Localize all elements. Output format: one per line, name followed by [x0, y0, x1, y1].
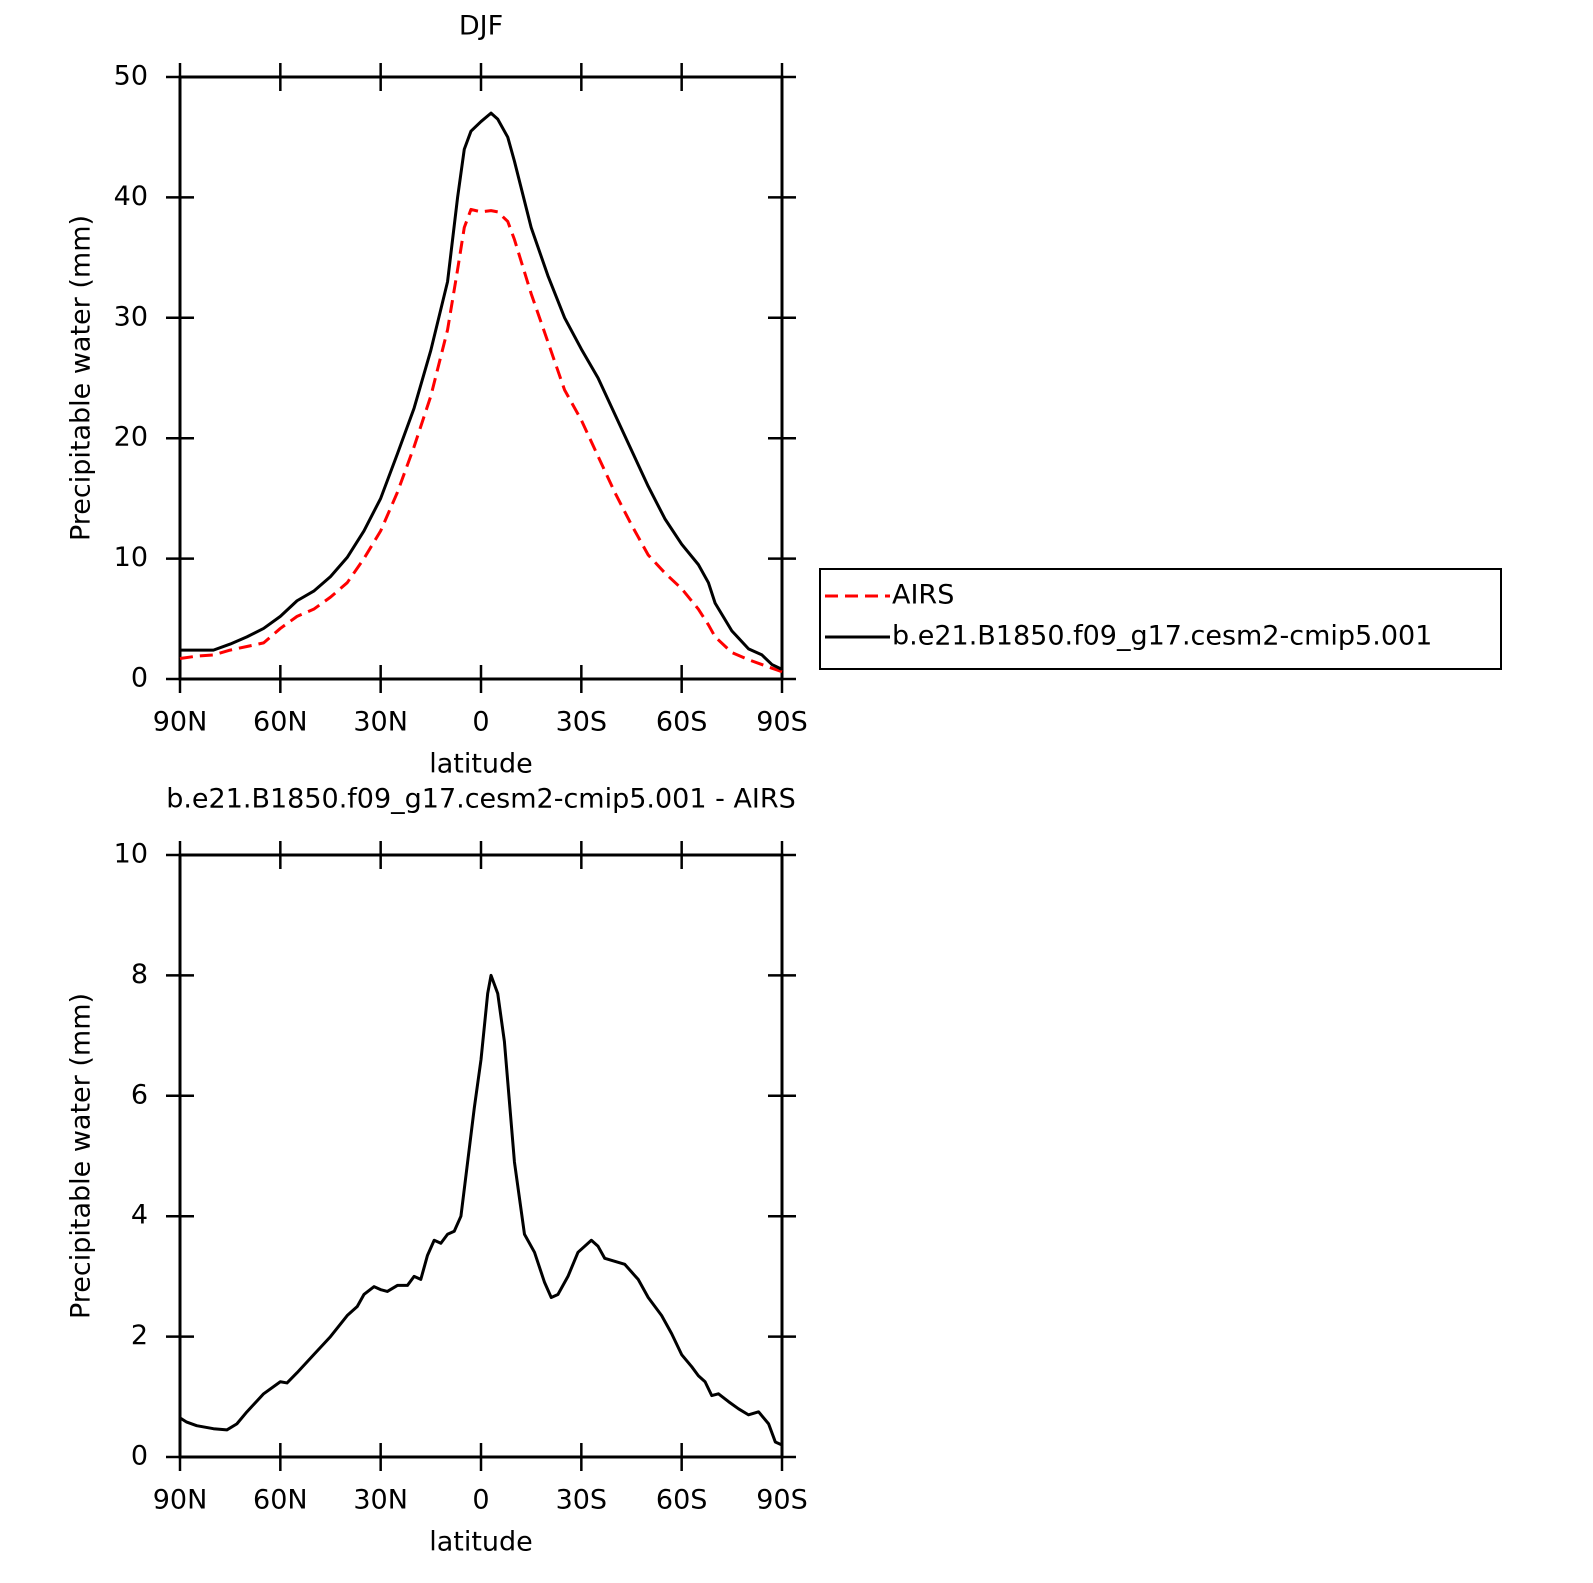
- y-tick-label: 8: [131, 959, 148, 990]
- y-tick-label: 30: [114, 301, 148, 332]
- plot-frame: [178, 75, 784, 681]
- x-tick-label: 90N: [153, 1485, 208, 1516]
- x-tick-label: 0: [472, 1485, 489, 1516]
- x-tick-label: 60N: [253, 707, 308, 738]
- x-tick-label: 30S: [556, 707, 608, 738]
- x-tick-label: 30N: [353, 1485, 408, 1516]
- data-line: [180, 111, 783, 671]
- y-tick-label: 0: [131, 663, 148, 694]
- x-tick-label: 60N: [253, 1485, 308, 1516]
- y-tick-label: 40: [114, 181, 148, 212]
- y-tick-label: 4: [131, 1200, 148, 1231]
- chart-title: b.e21.B1850.f09_g17.cesm2-cmip5.001 - AI…: [166, 784, 796, 815]
- y-axis-label: Precipitable water (mm): [66, 215, 97, 541]
- y-tick-label: 10: [114, 542, 148, 573]
- x-tick-label: 90N: [153, 707, 208, 738]
- legend-label: AIRS: [892, 580, 954, 611]
- x-tick-label: 60S: [656, 707, 708, 738]
- data-line: [179, 973, 783, 1447]
- legend-box: [819, 568, 1502, 670]
- y-tick-label: 6: [131, 1079, 148, 1110]
- chart-title: DJF: [459, 11, 503, 42]
- plot-frame: [178, 853, 784, 1459]
- x-axis-label: latitude: [429, 1527, 533, 1558]
- x-tick-label: 0: [472, 707, 489, 738]
- x-tick-label: 60S: [656, 1485, 708, 1516]
- y-tick-label: 50: [114, 61, 148, 92]
- y-tick-label: 2: [131, 1320, 148, 1351]
- y-tick-label: 10: [114, 839, 148, 870]
- y-tick-label: 0: [131, 1441, 148, 1472]
- x-tick-label: 90S: [756, 707, 808, 738]
- y-axis-label: Precipitable water (mm): [66, 993, 97, 1319]
- x-axis-label: latitude: [429, 749, 533, 780]
- y-tick-label: 20: [114, 422, 148, 453]
- x-tick-label: 30S: [556, 1485, 608, 1516]
- data-line: [179, 207, 783, 674]
- legend-label: b.e21.B1850.f09_g17.cesm2-cmip5.001: [892, 621, 1432, 652]
- x-tick-label: 30N: [353, 707, 408, 738]
- x-tick-label: 90S: [756, 1485, 808, 1516]
